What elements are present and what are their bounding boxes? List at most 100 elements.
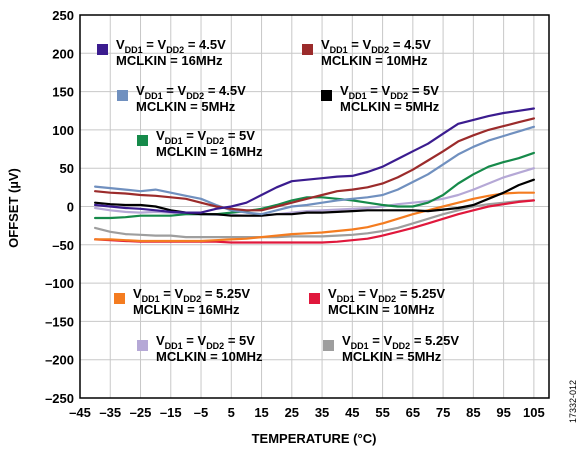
legend-label-part: = V xyxy=(348,37,372,52)
legend-label-line2: MCLKIN = 5MHz xyxy=(340,99,440,114)
legend-label-line1: VDD1 = VDD2 = 5.25V xyxy=(133,286,250,304)
legend-label-part: DD2 xyxy=(390,91,408,101)
legend-label-line1: VDD1 = VDD2 = 5.25V xyxy=(342,333,459,351)
legend-label-part: V xyxy=(321,37,330,52)
x-tick-label: –25 xyxy=(130,405,152,420)
legend-label-part: DD2 xyxy=(378,294,396,304)
legend-label-line2: MCLKIN = 16MHz xyxy=(156,144,263,159)
x-tick-label: –5 xyxy=(194,405,208,420)
legend-label-line1: VDD1 = VDD2 = 4.5V xyxy=(321,37,431,55)
legend-label-line1: VDD1 = VDD2 = 5V xyxy=(156,128,255,146)
x-tick-label: 35 xyxy=(315,405,329,420)
x-tick-label: 45 xyxy=(345,405,359,420)
y-tick-label: –50 xyxy=(52,238,74,253)
legend-label-part: DD2 xyxy=(392,341,410,351)
legend-label-part: V xyxy=(136,83,145,98)
legend-label-part: V xyxy=(342,333,351,348)
legend-swatch xyxy=(117,90,128,101)
legend-label-line1: VDD1 = VDD2 = 4.5V xyxy=(136,83,246,101)
legend-label-part: = 5V xyxy=(224,333,255,348)
legend-label-part: = 5.25V xyxy=(396,286,445,301)
legend-label-part: = 5.25V xyxy=(201,286,250,301)
legend-label-part: DD1 xyxy=(165,136,183,146)
y-tick-label: –200 xyxy=(45,353,74,368)
legend-label-part: DD1 xyxy=(349,91,367,101)
legend-label-line1: VDD1 = VDD2 = 5V xyxy=(340,83,439,101)
legend-label-part: = V xyxy=(355,286,379,301)
legend-label-line1: VDD1 = VDD2 = 5V xyxy=(156,333,255,351)
figure-id: 17332-012 xyxy=(568,380,578,423)
y-tick-label: –250 xyxy=(45,391,74,406)
legend-label-line2: MCLKIN = 10MHz xyxy=(328,302,435,317)
series-lines xyxy=(93,107,536,244)
x-tick-label: –45 xyxy=(69,405,91,420)
legend-swatch xyxy=(309,293,320,304)
y-tick-label: 100 xyxy=(52,123,74,138)
legend-label-part: = V xyxy=(369,333,393,348)
legend-label-part: DD1 xyxy=(330,45,348,55)
legend-label-part: = 5V xyxy=(224,128,255,143)
legend-label-line2: MCLKIN = 16MHz xyxy=(116,53,223,68)
legend-label-line1: VDD1 = VDD2 = 4.5V xyxy=(116,37,226,55)
x-tick-label: 75 xyxy=(436,405,450,420)
series-line-s2 xyxy=(93,117,536,212)
legend-label-part: V xyxy=(133,286,142,301)
legend-label-part: DD1 xyxy=(145,91,163,101)
x-tick-label: 105 xyxy=(523,405,545,420)
y-tick-label: 250 xyxy=(52,8,74,23)
x-tick-label: 5 xyxy=(228,405,235,420)
series-line-s3 xyxy=(93,125,536,216)
legend-swatch xyxy=(97,44,108,55)
legend-label-part: V xyxy=(156,128,165,143)
legend-label-line1: VDD1 = VDD2 = 5.25V xyxy=(328,286,445,304)
x-tick-label: 65 xyxy=(406,405,420,420)
legend-label-part: = 4.5V xyxy=(204,83,246,98)
legend-swatch xyxy=(302,44,313,55)
legend-label-part: DD2 xyxy=(371,45,389,55)
legend-label-part: = V xyxy=(163,83,187,98)
y-tick-label: 0 xyxy=(67,200,74,215)
series-line-s6 xyxy=(93,191,536,243)
plot-frame xyxy=(79,14,550,399)
y-tick-label: 150 xyxy=(52,85,74,100)
legend-swatch xyxy=(137,340,148,351)
y-tick-label: 200 xyxy=(52,46,74,61)
legend-label-part: V xyxy=(340,83,349,98)
legend-label-part: V xyxy=(328,286,337,301)
legend-label-line2: MCLKIN = 5MHz xyxy=(342,349,442,364)
legend-label-line2: MCLKIN = 5MHz xyxy=(136,99,236,114)
legend-label-part: DD1 xyxy=(165,341,183,351)
legend-label-part: = 5.25V xyxy=(410,333,459,348)
legend-swatch xyxy=(137,135,148,146)
legend-label-part: DD1 xyxy=(125,45,143,55)
legend-swatch xyxy=(323,340,334,351)
legend-label-part: = V xyxy=(183,333,207,348)
x-tick-label: 55 xyxy=(375,405,389,420)
legend-swatch xyxy=(321,90,332,101)
x-tick-label: 85 xyxy=(466,405,480,420)
legend-label-part: DD2 xyxy=(206,136,224,146)
x-tick-label: 25 xyxy=(285,405,299,420)
legend-label-part: V xyxy=(116,37,125,52)
legend-label-part: = 5V xyxy=(408,83,439,98)
legend-label-part: = V xyxy=(367,83,391,98)
y-axis-title: OFFSET (µV) xyxy=(6,168,21,248)
legend-label-part: DD1 xyxy=(142,294,160,304)
legend-label-part: = V xyxy=(143,37,167,52)
series-line-s1 xyxy=(93,107,536,214)
y-tick-label: –150 xyxy=(45,314,74,329)
legend-label-part: = 4.5V xyxy=(389,37,431,52)
y-tick-label: –100 xyxy=(45,276,74,291)
x-tick-label: –35 xyxy=(99,405,121,420)
x-tick-label: –15 xyxy=(160,405,182,420)
legend-label-part: DD2 xyxy=(166,45,184,55)
legend-label-part: DD2 xyxy=(206,341,224,351)
